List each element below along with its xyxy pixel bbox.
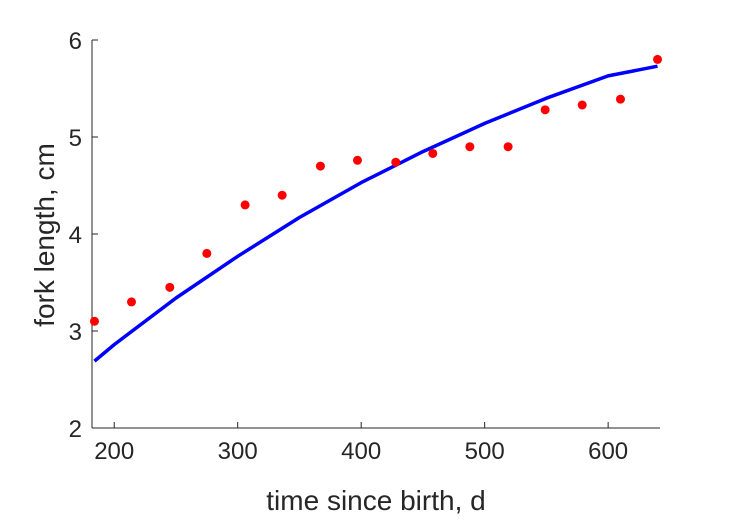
data-point [391,157,401,167]
data-point [465,142,475,152]
y-tick-label: 4 [69,222,82,249]
data-point [352,155,362,165]
fit-curve-line [93,64,658,363]
y-tick-label: 2 [69,416,82,443]
y-axis-label: fork length, cm [29,143,60,327]
x-tick-label: 500 [465,438,505,465]
data-point [277,190,287,200]
axes [91,39,660,429]
fit-curve-layer [93,64,658,363]
data-point [615,94,625,104]
x-axis-label: time since birth, d [266,485,485,516]
data-point [127,297,137,307]
x-tick-label: 300 [218,438,258,465]
data-point [240,200,250,210]
y-tick-label: 3 [69,319,82,346]
data-point [653,54,663,64]
tick-labels-layer: 200 300 400 500 600 2 3 4 5 6 [69,28,629,465]
data-point [503,142,513,152]
data-point [165,282,175,292]
data-point [428,148,438,158]
y-tick-label: 6 [69,28,82,55]
data-point [540,105,550,115]
data-points-layer [89,54,663,326]
data-point [577,100,587,110]
x-tick-label: 400 [341,438,381,465]
x-tick-label: 200 [94,438,134,465]
data-point [202,248,212,258]
data-point [315,161,325,171]
y-tick-label: 5 [69,125,82,152]
x-tick-label: 600 [588,438,628,465]
data-point [89,316,99,326]
